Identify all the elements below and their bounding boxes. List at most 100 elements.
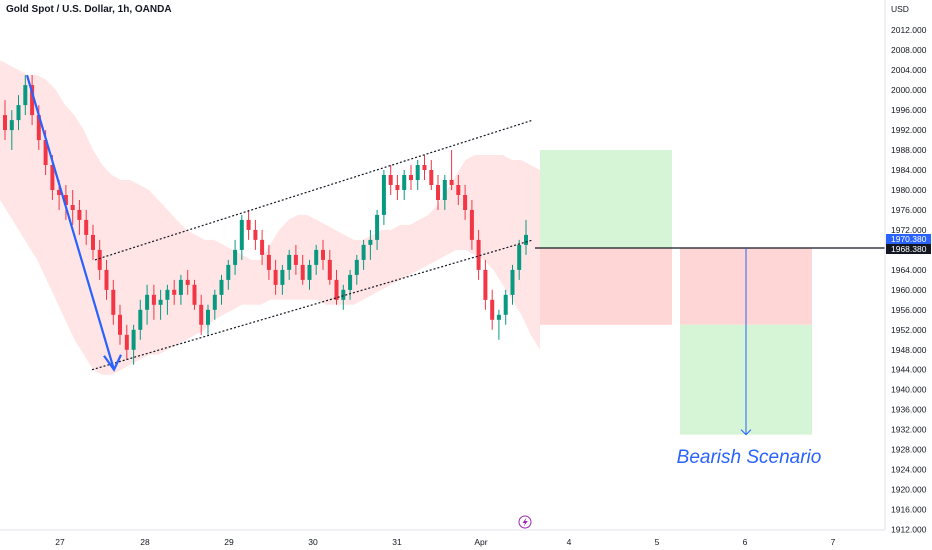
candle bbox=[409, 165, 413, 190]
candle bbox=[476, 229, 481, 280]
candle bbox=[192, 279, 197, 310]
impulse-arrow[interactable] bbox=[25, 74, 116, 371]
candle bbox=[266, 244, 271, 280]
candle bbox=[199, 294, 204, 335]
y-tick-label: 1992.000 bbox=[891, 125, 927, 135]
candle bbox=[178, 274, 183, 305]
candle bbox=[293, 244, 298, 275]
candle bbox=[469, 200, 474, 250]
candle bbox=[287, 249, 292, 280]
lightning-icon[interactable] bbox=[518, 515, 532, 529]
candle bbox=[246, 209, 251, 240]
candle bbox=[483, 259, 488, 310]
candle bbox=[30, 75, 35, 126]
candle bbox=[172, 279, 177, 305]
x-tick-label: Apr bbox=[474, 537, 487, 547]
y-tick-label: 2012.000 bbox=[891, 25, 927, 35]
candle bbox=[300, 254, 305, 285]
candle bbox=[91, 224, 95, 260]
impulse-arrow-head bbox=[103, 354, 122, 372]
candle bbox=[151, 284, 156, 320]
price-axis[interactable]: 1912.000 1916.000 1920.000 1924.000 1928.000… bbox=[886, 25, 931, 535]
candle bbox=[368, 229, 373, 260]
price-label-lower-text: 1968.380 bbox=[891, 244, 927, 254]
y-tick-label: 1936.000 bbox=[891, 405, 927, 415]
candle bbox=[415, 160, 420, 190]
candle bbox=[253, 219, 258, 250]
x-tick-label: 31 bbox=[392, 537, 402, 547]
candle bbox=[104, 259, 109, 300]
candle bbox=[233, 239, 238, 275]
candle bbox=[463, 185, 468, 220]
candle bbox=[77, 200, 82, 235]
candle bbox=[456, 175, 461, 205]
candle bbox=[402, 170, 407, 200]
y-tick-label: 1940.000 bbox=[891, 385, 927, 395]
candle bbox=[118, 304, 122, 345]
y-tick-label: 1976.000 bbox=[891, 205, 927, 215]
candle bbox=[314, 244, 319, 275]
candle bbox=[510, 264, 515, 305]
y-tick-label: 1948.000 bbox=[891, 345, 927, 355]
price-label-lower bbox=[886, 244, 931, 254]
candle bbox=[260, 229, 265, 265]
candle bbox=[321, 239, 325, 270]
y-tick-label: 1988.000 bbox=[891, 145, 927, 155]
x-tick-label: 29 bbox=[224, 537, 234, 547]
channel-lower-line[interactable] bbox=[91, 239, 534, 371]
candle bbox=[97, 239, 102, 280]
candle bbox=[158, 289, 163, 320]
x-tick-label: 6 bbox=[743, 537, 748, 547]
candle bbox=[145, 284, 150, 325]
channel-upper-line[interactable] bbox=[94, 119, 534, 261]
candle bbox=[327, 249, 332, 285]
candle bbox=[395, 175, 400, 200]
x-tick-label: 5 bbox=[655, 537, 660, 547]
candle bbox=[307, 259, 312, 290]
y-tick-label: 1912.000 bbox=[891, 525, 927, 535]
long-target-zone[interactable] bbox=[540, 150, 672, 248]
candle bbox=[226, 259, 231, 290]
candle bbox=[239, 214, 244, 260]
y-tick-label: 2004.000 bbox=[891, 65, 927, 75]
x-tick-label: 7 bbox=[831, 537, 836, 547]
y-tick-label: 1924.000 bbox=[891, 465, 927, 475]
long-stop-zone[interactable] bbox=[540, 247, 672, 325]
candle bbox=[490, 289, 495, 330]
scenario-label: Bearish Scenario bbox=[677, 447, 822, 468]
candle bbox=[524, 219, 528, 255]
candle bbox=[206, 304, 210, 335]
candle bbox=[388, 165, 393, 195]
symbol-title: Gold Spot / U.S. Dollar, 1h, OANDA bbox=[6, 4, 172, 15]
y-tick-label: 1984.000 bbox=[891, 165, 927, 175]
candle bbox=[219, 274, 224, 305]
candle bbox=[138, 299, 143, 340]
drawings bbox=[25, 74, 885, 436]
y-tick-label: 1960.000 bbox=[891, 285, 927, 295]
candle bbox=[449, 150, 454, 190]
candle bbox=[429, 160, 434, 190]
band-area bbox=[0, 60, 540, 375]
y-tick-label: 2000.000 bbox=[891, 85, 927, 95]
time-axis[interactable]: 27 28 29 30 31 Apr 4 5 6 7 bbox=[55, 537, 835, 547]
candle bbox=[165, 284, 170, 315]
candle bbox=[361, 239, 366, 270]
y-tick-label: 1944.000 bbox=[891, 365, 927, 375]
y-tick-label: 1956.000 bbox=[891, 305, 927, 315]
y-tick-label: 1952.000 bbox=[891, 325, 927, 335]
candle bbox=[436, 175, 440, 210]
candle bbox=[517, 239, 522, 280]
candle bbox=[354, 254, 359, 285]
candle bbox=[496, 309, 501, 340]
y-tick-label: 2008.000 bbox=[891, 45, 927, 55]
candle bbox=[84, 209, 89, 245]
price-label-upper bbox=[886, 234, 931, 244]
x-tick-label: 27 bbox=[55, 537, 65, 547]
y-tick-label: 1980.000 bbox=[891, 185, 927, 195]
currency-label: USD bbox=[891, 4, 909, 14]
candle bbox=[422, 155, 427, 180]
candle bbox=[63, 185, 68, 220]
y-tick-label: 1972.000 bbox=[891, 225, 927, 235]
candle bbox=[381, 170, 386, 225]
